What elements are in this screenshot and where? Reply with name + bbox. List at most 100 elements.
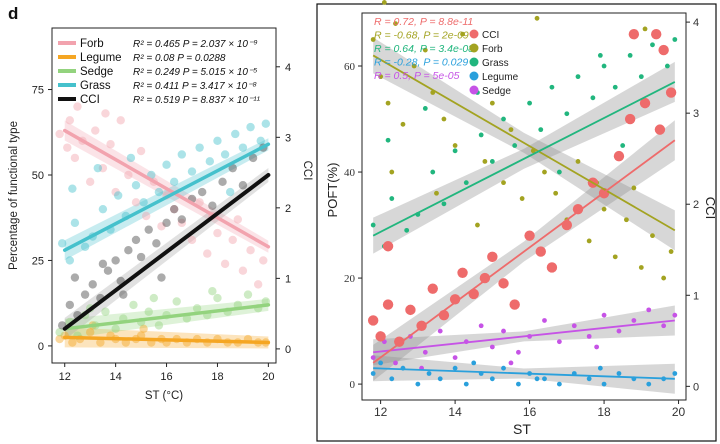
- point-right-sedge: [370, 355, 376, 360]
- legend-stats-grass: R² = 0.411 P = 3.417 × 10⁻⁸: [133, 81, 257, 92]
- y-tick-label-right-panel: 60: [344, 61, 356, 73]
- point-right-legume: [370, 371, 376, 376]
- y-tick-label-right-panel: 0: [350, 379, 356, 391]
- point-right-cci: [498, 278, 509, 289]
- point-grass: [246, 122, 255, 132]
- point-right-legume: [452, 365, 458, 371]
- point-grass: [225, 187, 235, 197]
- point-right-forb: [668, 249, 674, 254]
- point-right-forb: [638, 265, 644, 270]
- point-right-grass: [441, 201, 447, 207]
- y-tick-label: 0: [38, 341, 44, 353]
- point-cci: [208, 201, 217, 210]
- point-forb: [98, 163, 108, 173]
- point-right-cci: [651, 29, 662, 40]
- point-forb: [213, 228, 222, 238]
- point-forb: [63, 143, 72, 152]
- point-cci: [157, 273, 166, 282]
- point-forb: [70, 153, 80, 163]
- point-forb: [238, 266, 248, 275]
- point-right-forb: [400, 121, 406, 127]
- point-right-legume: [556, 381, 562, 387]
- point-forb: [106, 140, 115, 149]
- point-forb: [187, 235, 197, 245]
- point-right-forb: [534, 15, 540, 21]
- point-right-legume: [415, 381, 421, 387]
- point-right-legume: [672, 371, 678, 376]
- point-right-cci: [382, 299, 394, 310]
- legend-label-right-sedge: Sedge: [482, 86, 511, 97]
- point-right-sedge: [437, 328, 443, 334]
- point-right-sedge: [501, 328, 506, 334]
- legend-swatch-right-legume: [469, 71, 479, 81]
- annotation-forb: R = -0.68, P = 2e-09: [374, 30, 469, 42]
- x-tick-label: 18: [211, 371, 223, 383]
- point-right-grass: [620, 143, 626, 148]
- annotation-grass: R = 0.64, P = 3.4e-08: [374, 43, 474, 55]
- x-tick-label-right-panel: 18: [597, 405, 611, 419]
- point-right-cci: [628, 29, 640, 40]
- point-sedge: [144, 307, 153, 316]
- annotation-sedge: R = 0.5, P = 5e-05: [374, 70, 460, 82]
- point-forb: [55, 129, 64, 139]
- point-grass: [238, 143, 248, 152]
- x-tick-label: 20: [262, 371, 274, 383]
- fit-line-right-grass: [372, 81, 676, 237]
- point-forb: [136, 146, 146, 156]
- point-right-grass: [627, 53, 633, 58]
- point-grass: [261, 119, 271, 128]
- point-right-forb: [601, 206, 607, 212]
- point-right-grass: [601, 63, 607, 69]
- point-grass: [131, 181, 141, 190]
- point-legume: [139, 324, 148, 334]
- point-forb: [253, 280, 263, 289]
- point-right-cci: [405, 304, 416, 316]
- point-cci: [80, 290, 90, 299]
- ci-band-right-sedge: [373, 305, 675, 366]
- point-right-grass: [575, 74, 581, 80]
- point-right-sedge: [616, 328, 622, 334]
- point-right-sedge: [571, 323, 577, 329]
- point-grass: [213, 136, 222, 146]
- point-forb: [85, 177, 95, 187]
- point-forb: [169, 204, 179, 214]
- point-right-sedge: [661, 323, 667, 329]
- point-cci: [228, 163, 237, 173]
- legend-label-cci: CCI: [80, 94, 100, 106]
- fit-line-right-forb: [372, 54, 676, 232]
- legend-label-right-grass: Grass: [482, 58, 509, 69]
- legend-label-right-forb: Forb: [482, 44, 503, 55]
- point-cci: [197, 187, 207, 197]
- point-right-forb: [661, 275, 667, 281]
- point-right-forb: [441, 116, 447, 122]
- point-right-legume: [426, 371, 432, 376]
- point-forb: [233, 215, 243, 224]
- point-right-grass: [501, 116, 506, 122]
- y-right-axis-label-right-panel: CCI: [703, 197, 718, 219]
- point-right-grass: [422, 106, 428, 111]
- point-forb: [177, 218, 187, 228]
- ci-band-grass: [64, 138, 269, 261]
- point-right-forb: [519, 196, 525, 201]
- fit-line-sedge: [62, 303, 271, 331]
- point-grass: [231, 129, 240, 139]
- point-right-grass: [664, 63, 670, 69]
- point-grass: [177, 150, 187, 159]
- point-right-sedge: [542, 318, 547, 323]
- point-right-grass: [478, 132, 484, 138]
- point-forb: [111, 187, 120, 197]
- point-right-legume: [501, 365, 506, 371]
- point-legume: [68, 338, 77, 347]
- point-right-forb: [501, 180, 506, 186]
- annotation-legume: R = -0.28, P = 0.029: [374, 57, 468, 69]
- point-right-cci: [561, 219, 573, 231]
- fit-line-legume: [62, 335, 271, 345]
- point-cci: [70, 273, 80, 282]
- point-forb: [73, 102, 82, 111]
- point-right-forb: [631, 185, 637, 191]
- point-forb: [124, 170, 133, 180]
- fit-line-forb: [62, 128, 271, 249]
- point-right-legume: [437, 376, 443, 382]
- point-right-sedge: [516, 349, 521, 355]
- y-right-tick-label-right-panel: 0: [693, 381, 699, 393]
